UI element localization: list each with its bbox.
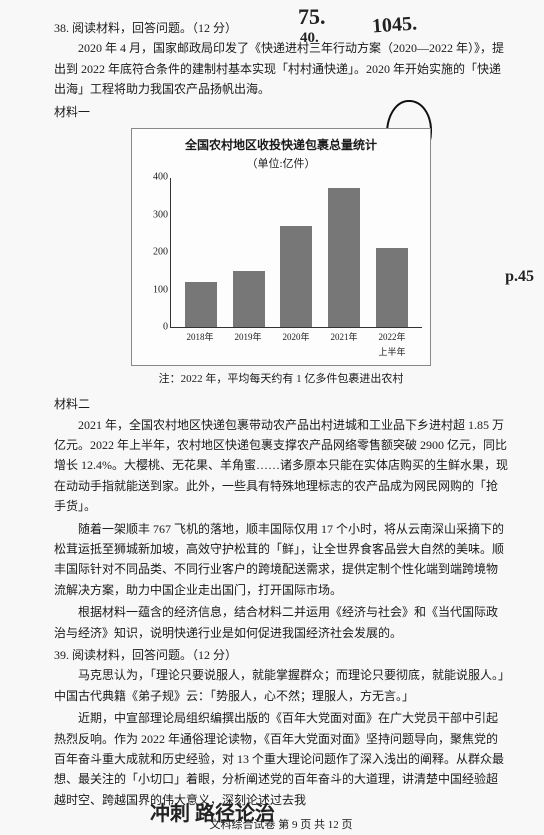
chart-title: 全国农村地区收投快递包裹总量统计: [140, 135, 422, 155]
chart-ytick: 100: [153, 281, 171, 298]
chart-footnote: 注：2022 年，平均每天约有 1 亿多件包裹进出农村: [54, 370, 508, 389]
chart-footnote-text: 注：2022 年，平均每天约有 1 亿多件包裹进出农村: [159, 373, 404, 385]
q38-heading: 38. 阅读材料，回答问题。（12 分）: [54, 18, 508, 38]
hand-note-top2: 40.: [300, 30, 319, 47]
chart-bars: [171, 178, 422, 327]
material2-question: 根据材料一蕴含的经济信息，结合材料二并运用《经济与社会》和《当代国际政治与经济》…: [54, 602, 508, 643]
q39-p1: 马克思认为，「理论只要说服人，就能掌握群众；而理论只要彻底，就能说服人。」中国古…: [54, 665, 508, 706]
chart-xlabel: 2018年: [184, 330, 216, 361]
hand-note-top3: 1045.: [371, 12, 417, 38]
chart-ytick: 400: [153, 169, 171, 186]
chart-subtitle: （单位:亿件）: [140, 155, 422, 174]
q39-p2: 近期，中宣部理论局组织编撰出版的《百年大党面对面》在广大党员干部中引起热烈反响。…: [54, 708, 508, 810]
chart-bar: [280, 226, 312, 327]
page-body: 38. 阅读材料，回答问题。（12 分） 2020 年 4 月，国家邮政局印发了…: [0, 0, 544, 835]
chart-xlabel: 2019年: [232, 330, 264, 361]
chart-bar: [185, 282, 217, 327]
intro-paragraph: 2020 年 4 月，国家邮政局印发了《快递进村三年行动方案（2020—2022…: [54, 38, 508, 99]
chart-xlabel: 2022年上半年: [376, 330, 408, 361]
chart-bar: [376, 248, 408, 327]
chart-bar: [233, 271, 265, 327]
chart-xlabels: 2018年 2019年 2020年 2021年 2022年上半年: [170, 328, 422, 361]
bar-chart: 全国农村地区收投快递包裹总量统计 （单位:亿件） 0100200300400 2…: [131, 128, 431, 366]
chart-xlabel: 2021年: [328, 330, 360, 361]
chart-bar: [328, 188, 360, 327]
material1-label: 材料一: [54, 102, 508, 122]
material2-label: 材料二: [54, 394, 508, 414]
hand-note-bottom: 冲刺 路径论治: [150, 797, 275, 826]
chart-ytick: 300: [153, 206, 171, 223]
hand-note-side: p.45: [505, 268, 534, 286]
material2-p1: 2021 年，全国农村地区快递包裹带动农产品出村进城和工业品下乡进村超 1.85…: [54, 415, 508, 517]
hand-note-top1: 75.: [298, 4, 326, 30]
chart-ytick: 0: [163, 319, 171, 336]
page-footer: 文科综合试卷 第 9 页 共 12 页: [54, 816, 508, 835]
chart-area: 0100200300400: [170, 178, 422, 328]
material2-p2: 随着一架顺丰 767 飞机的落地，顺丰国际仅用 17 个小时，将从云南深山采摘下…: [54, 519, 508, 601]
q39-heading: 39. 阅读材料，回答问题。（12 分）: [54, 645, 508, 665]
chart-xlabel: 2020年: [280, 330, 312, 361]
chart-ytick: 200: [153, 244, 171, 261]
